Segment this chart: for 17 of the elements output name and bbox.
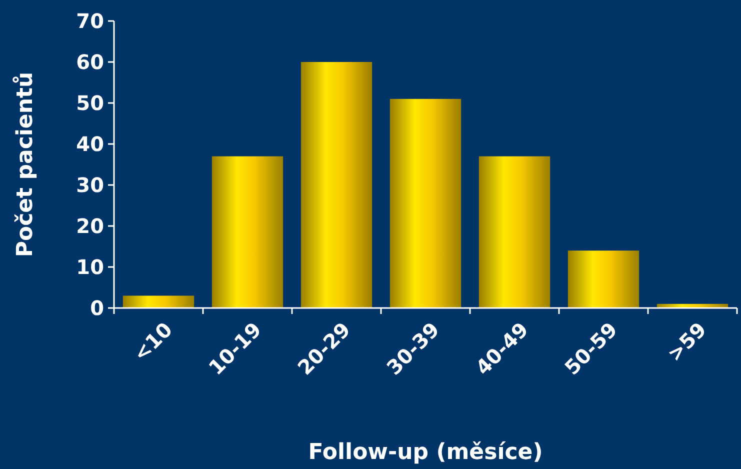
y-tick-label: 10	[76, 255, 104, 279]
y-tick-label: 30	[76, 173, 104, 197]
bar	[568, 250, 640, 308]
y-tick-label: 0	[90, 296, 104, 320]
bar	[478, 156, 550, 308]
y-tick-label: 50	[76, 91, 104, 115]
y-tick-label: 70	[76, 9, 104, 33]
y-axis-title: Počet pacientů	[12, 72, 38, 258]
y-tick-label: 20	[76, 214, 104, 238]
y-tick-label: 40	[76, 132, 104, 156]
x-tick-label: <10	[128, 318, 177, 366]
bar	[122, 296, 194, 308]
bar	[212, 156, 284, 308]
bar	[300, 62, 372, 308]
x-axis-title: Follow-up (měsíce)	[308, 440, 543, 465]
bar	[390, 98, 462, 308]
y-tick-label: 60	[76, 50, 104, 74]
